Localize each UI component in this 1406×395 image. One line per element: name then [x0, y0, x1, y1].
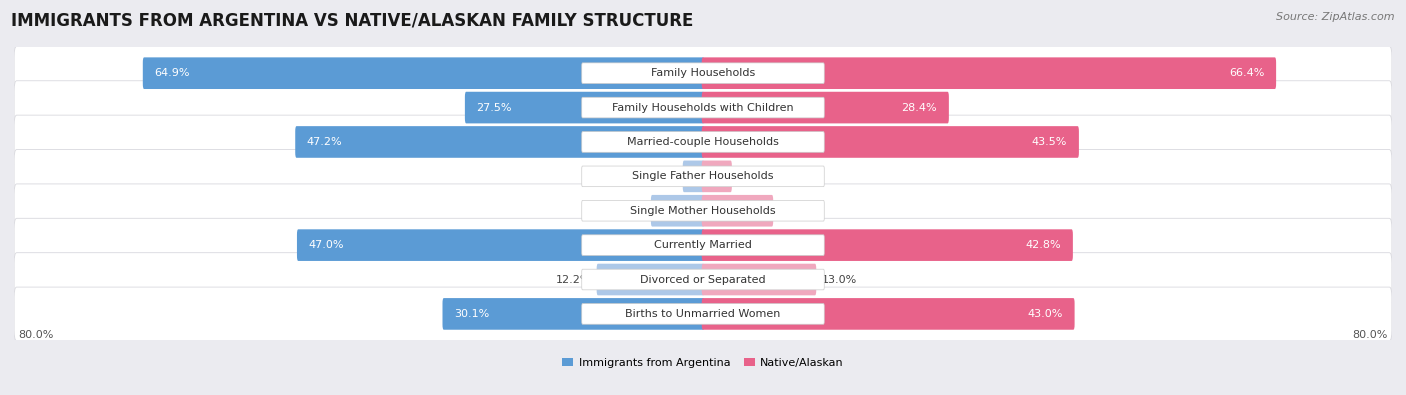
Text: Currently Married: Currently Married — [654, 240, 752, 250]
FancyBboxPatch shape — [582, 269, 824, 290]
FancyBboxPatch shape — [143, 57, 704, 89]
FancyBboxPatch shape — [14, 218, 1392, 272]
Text: 47.2%: 47.2% — [307, 137, 343, 147]
FancyBboxPatch shape — [702, 160, 733, 192]
FancyBboxPatch shape — [14, 184, 1392, 237]
FancyBboxPatch shape — [702, 57, 1277, 89]
Text: 64.9%: 64.9% — [155, 68, 190, 78]
Text: 2.2%: 2.2% — [648, 171, 678, 181]
Text: Single Mother Households: Single Mother Households — [630, 206, 776, 216]
FancyBboxPatch shape — [582, 304, 824, 324]
Legend: Immigrants from Argentina, Native/Alaskan: Immigrants from Argentina, Native/Alaska… — [558, 353, 848, 372]
FancyBboxPatch shape — [582, 235, 824, 256]
Text: Family Households with Children: Family Households with Children — [612, 103, 794, 113]
Text: Source: ZipAtlas.com: Source: ZipAtlas.com — [1277, 12, 1395, 22]
FancyBboxPatch shape — [14, 115, 1392, 169]
Text: 27.5%: 27.5% — [477, 103, 512, 113]
FancyBboxPatch shape — [14, 287, 1392, 341]
Text: 66.4%: 66.4% — [1229, 68, 1264, 78]
FancyBboxPatch shape — [14, 253, 1392, 307]
FancyBboxPatch shape — [702, 264, 817, 295]
Text: IMMIGRANTS FROM ARGENTINA VS NATIVE/ALASKAN FAMILY STRUCTURE: IMMIGRANTS FROM ARGENTINA VS NATIVE/ALAS… — [11, 12, 693, 30]
FancyBboxPatch shape — [683, 160, 704, 192]
FancyBboxPatch shape — [297, 229, 704, 261]
FancyBboxPatch shape — [582, 132, 824, 152]
FancyBboxPatch shape — [702, 92, 949, 123]
FancyBboxPatch shape — [465, 92, 704, 123]
Text: Married-couple Households: Married-couple Households — [627, 137, 779, 147]
Text: 80.0%: 80.0% — [1353, 330, 1388, 340]
Text: 42.8%: 42.8% — [1025, 240, 1062, 250]
Text: 28.4%: 28.4% — [901, 103, 938, 113]
Text: Family Households: Family Households — [651, 68, 755, 78]
Text: 80.0%: 80.0% — [18, 330, 53, 340]
FancyBboxPatch shape — [582, 166, 824, 187]
Text: 47.0%: 47.0% — [308, 240, 344, 250]
Text: Single Father Households: Single Father Households — [633, 171, 773, 181]
FancyBboxPatch shape — [582, 97, 824, 118]
FancyBboxPatch shape — [14, 150, 1392, 203]
FancyBboxPatch shape — [443, 298, 704, 330]
FancyBboxPatch shape — [14, 46, 1392, 100]
FancyBboxPatch shape — [702, 126, 1078, 158]
Text: 43.0%: 43.0% — [1028, 309, 1063, 319]
Text: 8.0%: 8.0% — [779, 206, 807, 216]
FancyBboxPatch shape — [651, 195, 704, 227]
FancyBboxPatch shape — [702, 195, 773, 227]
FancyBboxPatch shape — [702, 298, 1074, 330]
FancyBboxPatch shape — [596, 264, 704, 295]
Text: 5.9%: 5.9% — [617, 206, 645, 216]
Text: 13.0%: 13.0% — [823, 275, 858, 284]
Text: 12.2%: 12.2% — [555, 275, 591, 284]
FancyBboxPatch shape — [582, 200, 824, 221]
FancyBboxPatch shape — [702, 229, 1073, 261]
FancyBboxPatch shape — [582, 63, 824, 83]
FancyBboxPatch shape — [295, 126, 704, 158]
Text: Births to Unmarried Women: Births to Unmarried Women — [626, 309, 780, 319]
Text: 30.1%: 30.1% — [454, 309, 489, 319]
Text: Divorced or Separated: Divorced or Separated — [640, 275, 766, 284]
Text: 3.2%: 3.2% — [738, 171, 766, 181]
Text: 43.5%: 43.5% — [1032, 137, 1067, 147]
FancyBboxPatch shape — [14, 81, 1392, 134]
